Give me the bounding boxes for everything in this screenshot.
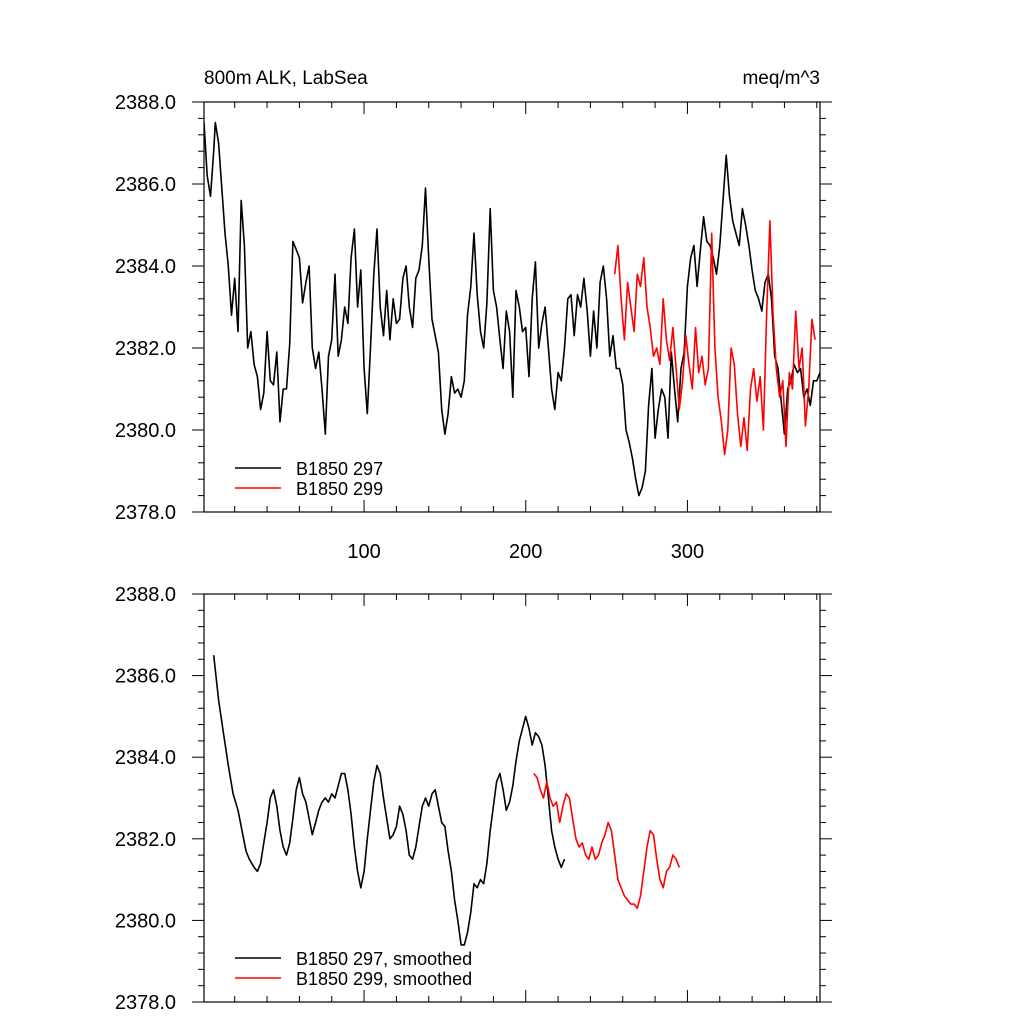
bottom-ytick-label: 2378.0 (115, 992, 176, 1014)
top-panel-title: 800m ALK, LabSea (204, 68, 368, 89)
bottom-ytick-label: 2380.0 (115, 910, 176, 932)
bottom-legend-label-1: B1850 299, smoothed (296, 969, 472, 989)
bottom-ytick-label: 2382.0 (115, 829, 176, 851)
top-xtick-label: 300 (671, 541, 704, 563)
top-ytick-label: 2378.0 (115, 502, 176, 524)
bottom-ytick-label: 2386.0 (115, 666, 176, 688)
bottom-ytick-label: 2384.0 (115, 747, 176, 769)
top-ytick-label: 2386.0 (115, 174, 176, 196)
top-series-line-1 (613, 220, 816, 456)
bottom-panel: 2378.0 2380.0 2382.0 2384.0 2386.0 2388.0 B185… (115, 584, 832, 1014)
top-legend-label-0: B1850 297 (296, 459, 383, 479)
bottom-series-line-1 (533, 772, 681, 909)
top-ytick-label: 2380.0 (115, 420, 176, 442)
top-legend-label-1: B1850 299 (296, 479, 383, 499)
bottom-plot-area: 2378.0 2380.0 2382.0 2384.0 2386.0 2388.0 B185… (115, 584, 832, 1014)
top-plot-area: 2378.0 2380.0 2382.0 2384.0 2386.0 2388.0 100 2… (115, 92, 832, 563)
top-ytick-label: 2382.0 (115, 338, 176, 360)
top-panel: 800m ALK, LabSea meq/m^3 2378.0 2380.0 238… (115, 68, 832, 563)
top-panel-units: meq/m^3 (742, 68, 820, 89)
top-plot-frame (203, 101, 821, 513)
top-xtick-label: 200 (509, 541, 542, 563)
bottom-series-line-0 (212, 655, 566, 946)
top-xtick-label: 100 (347, 541, 380, 563)
top-series-line-0 (204, 121, 820, 497)
top-ytick-label: 2384.0 (115, 256, 176, 278)
top-ytick-label: 2388.0 (115, 92, 176, 114)
bottom-plot-frame (203, 593, 821, 1003)
bottom-legend-label-0: B1850 297, smoothed (296, 949, 472, 969)
bottom-ytick-label: 2388.0 (115, 584, 176, 606)
